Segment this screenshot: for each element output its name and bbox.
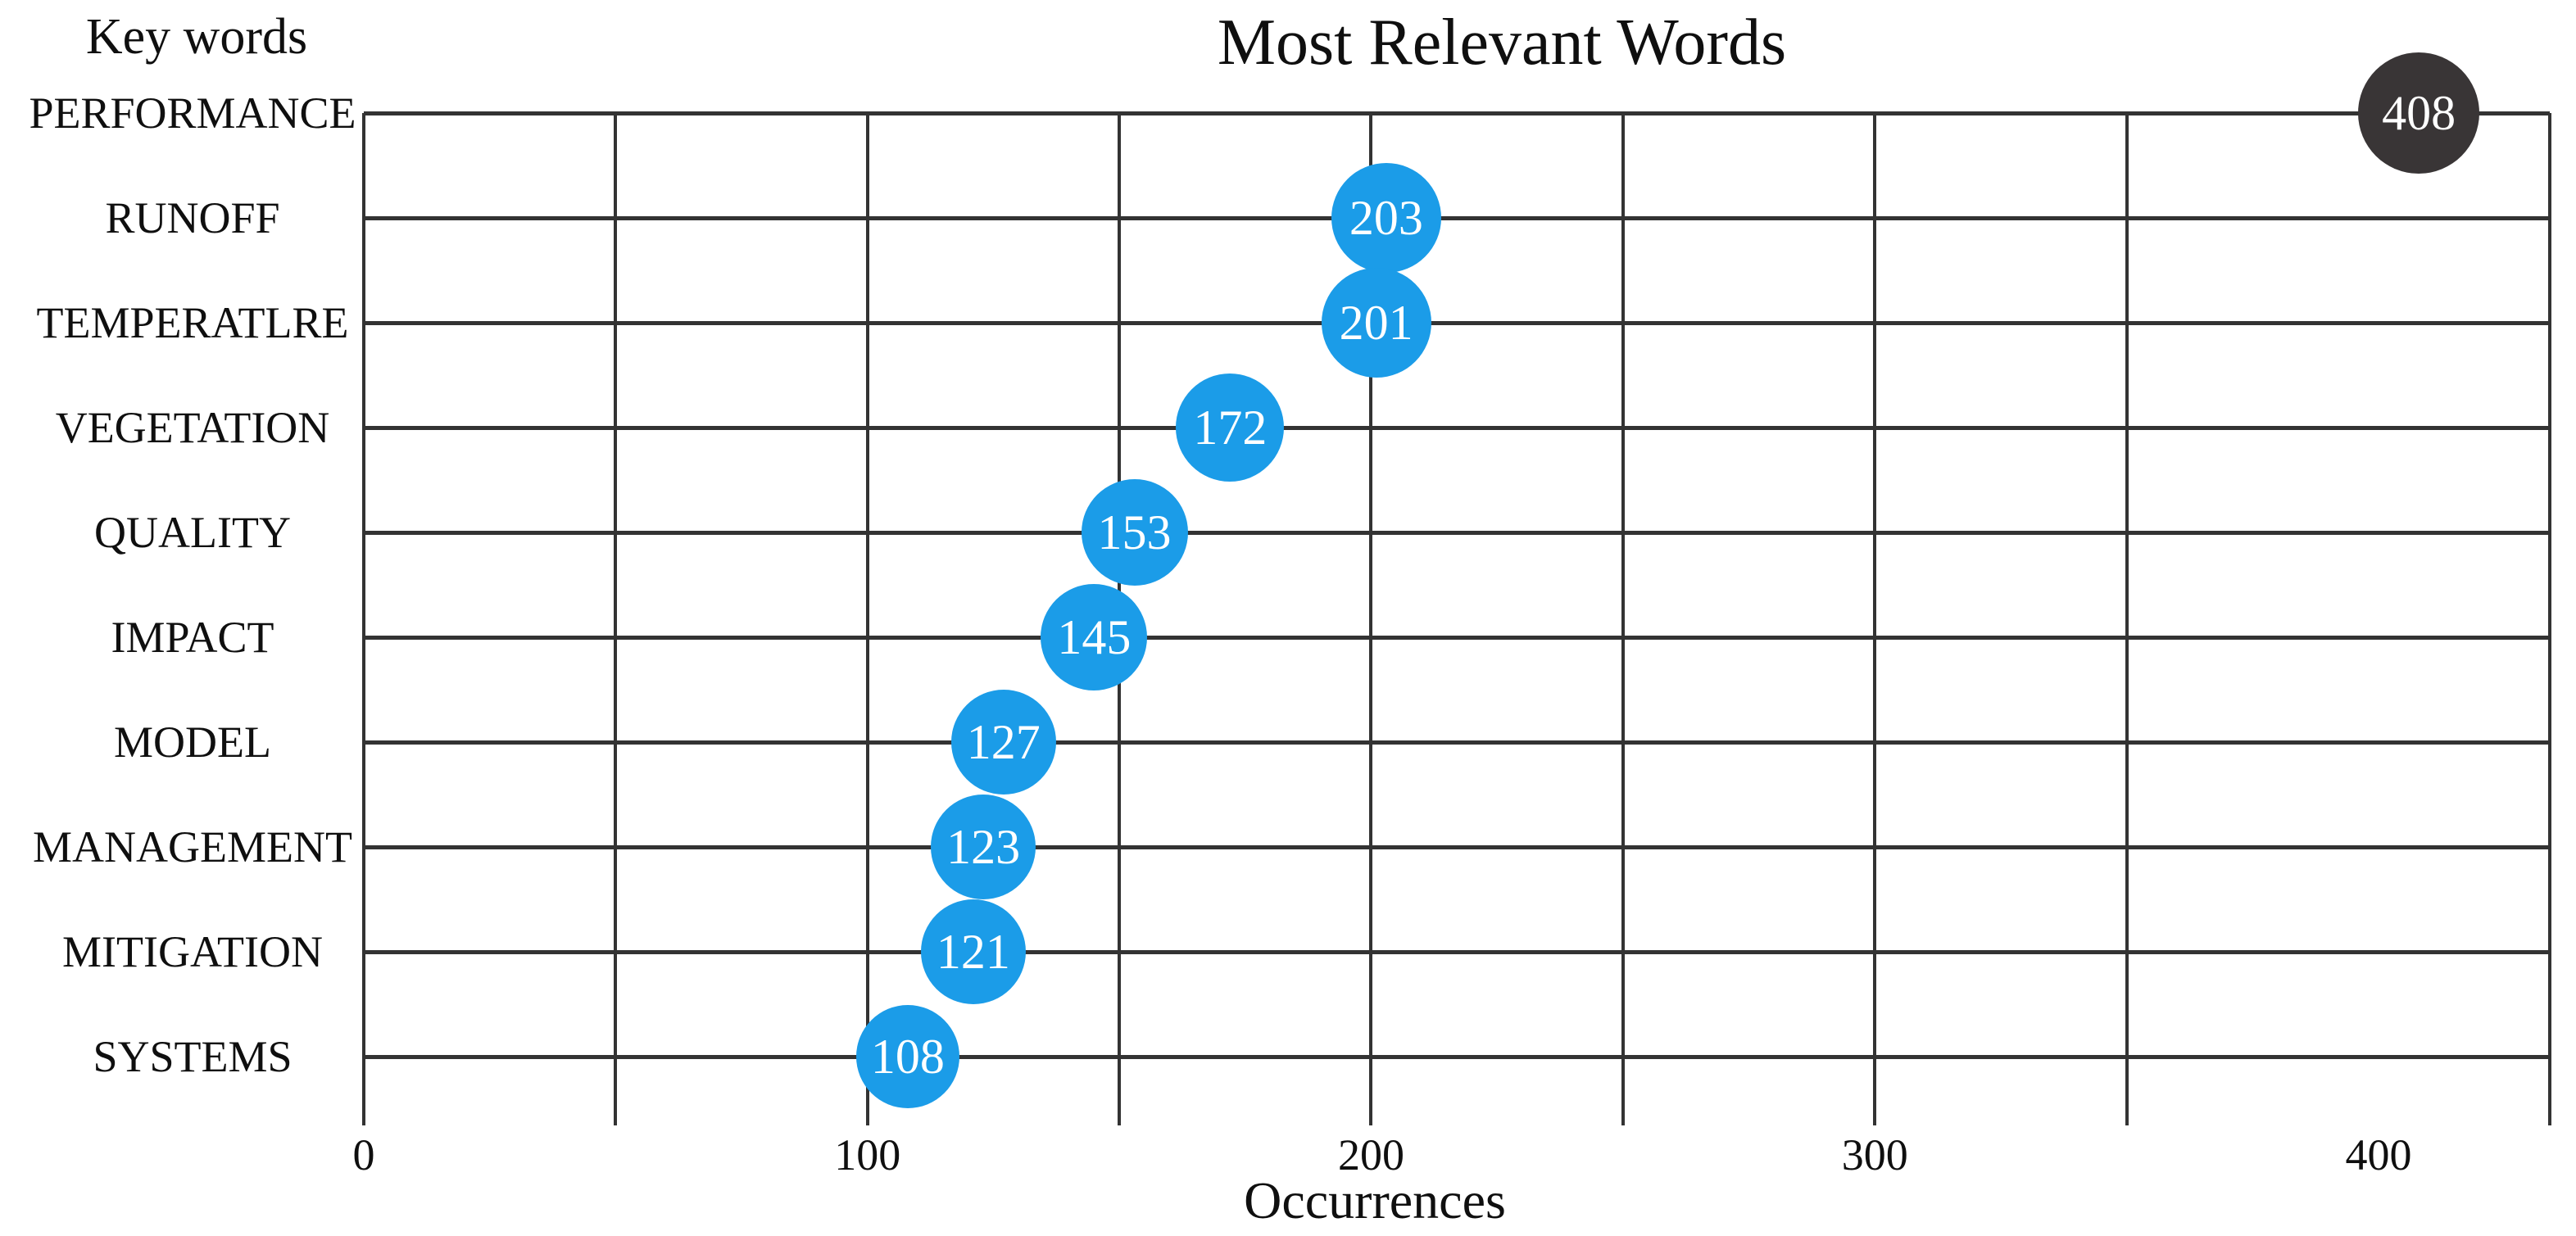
bubble: 127 bbox=[950, 690, 1056, 795]
bubble: 201 bbox=[1321, 268, 1431, 378]
bubble-value-label: 203 bbox=[1349, 191, 1423, 245]
bubble: 172 bbox=[1176, 374, 1285, 482]
category-label: VEGETATION bbox=[55, 403, 330, 452]
category-label: QUALITY bbox=[94, 508, 291, 557]
v-gridline bbox=[2125, 113, 2129, 1125]
x-axis-title: Occurrences bbox=[1244, 1171, 1506, 1229]
bubble: 123 bbox=[931, 795, 1036, 899]
h-gridline bbox=[364, 531, 2550, 535]
category-label: MODEL bbox=[114, 718, 271, 767]
h-gridline bbox=[364, 845, 2550, 849]
bubble-value-label: 145 bbox=[1057, 610, 1132, 664]
v-gridline bbox=[1621, 113, 1625, 1125]
bubble-value-label: 153 bbox=[1097, 505, 1172, 559]
bubble-value-label: 121 bbox=[936, 925, 1010, 979]
bubble-value-label: 408 bbox=[2382, 86, 2456, 140]
bubble-value-label: 172 bbox=[1193, 401, 1268, 455]
h-gridline bbox=[364, 321, 2550, 325]
x-tick-label: 100 bbox=[834, 1130, 901, 1179]
h-gridline bbox=[364, 216, 2550, 220]
plot-border-top bbox=[364, 111, 2550, 115]
bubble: 408 bbox=[2358, 52, 2480, 174]
bubble: 145 bbox=[1041, 584, 1148, 690]
category-label: RUNOFF bbox=[105, 193, 280, 242]
bubble: 203 bbox=[1331, 163, 1441, 273]
h-gridline bbox=[364, 1055, 2550, 1059]
x-tick-label: 0 bbox=[352, 1130, 375, 1179]
category-label: PERFORMANCE bbox=[29, 88, 356, 138]
v-gridline bbox=[865, 113, 869, 1125]
x-tick-label: 300 bbox=[1841, 1130, 1908, 1179]
x-tick-label: 400 bbox=[2345, 1130, 2412, 1179]
h-gridline bbox=[364, 636, 2550, 640]
plot-border-left bbox=[362, 113, 365, 1125]
bubble-value-label: 123 bbox=[946, 820, 1021, 874]
y-axis-title: Key words bbox=[85, 9, 308, 65]
v-gridline bbox=[1369, 113, 1373, 1125]
bubble-value-label: 108 bbox=[870, 1030, 945, 1084]
bubble: 153 bbox=[1081, 479, 1188, 586]
category-label: MANAGEMENT bbox=[33, 822, 352, 872]
h-gridline bbox=[364, 950, 2550, 954]
category-label: TEMPERATLRE bbox=[36, 298, 349, 347]
bubble: 108 bbox=[855, 1005, 959, 1108]
h-gridline bbox=[364, 740, 2550, 745]
bubble: 121 bbox=[920, 899, 1026, 1004]
v-gridline bbox=[1873, 113, 1877, 1125]
chart-title: Most Relevant Words bbox=[1217, 7, 1787, 79]
plot-border-right bbox=[2548, 113, 2551, 1125]
category-label: SYSTEMS bbox=[93, 1032, 293, 1081]
category-label: MITIGATION bbox=[62, 927, 323, 976]
bubble-value-label: 127 bbox=[966, 715, 1041, 769]
category-label: IMPACT bbox=[111, 613, 274, 662]
v-gridline bbox=[614, 113, 618, 1125]
x-tick-label: 200 bbox=[1337, 1130, 1404, 1179]
bubble-value-label: 201 bbox=[1339, 296, 1413, 350]
h-gridline bbox=[364, 426, 2550, 430]
